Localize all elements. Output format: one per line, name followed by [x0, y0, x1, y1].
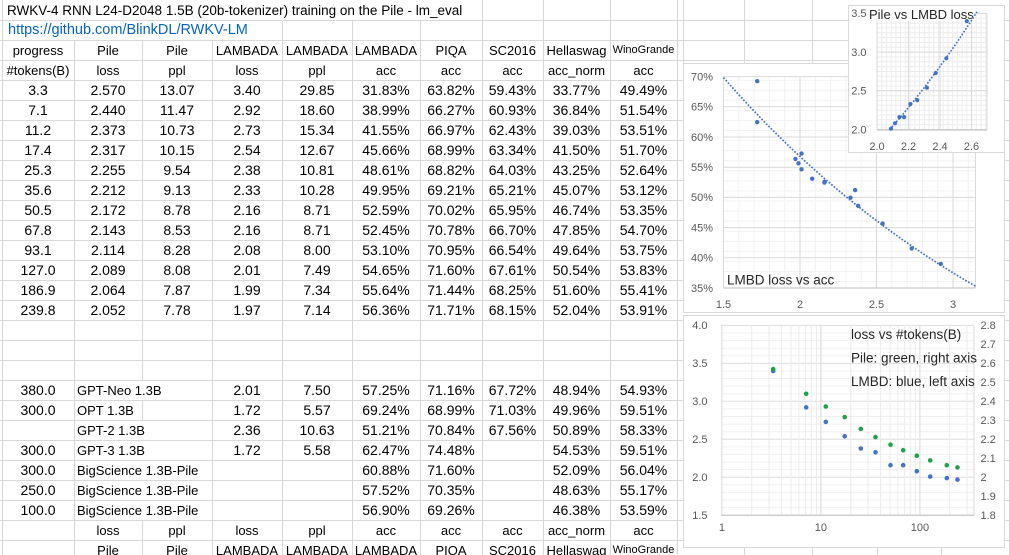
svg-text:2.4: 2.4	[981, 396, 996, 408]
svg-text:3.5: 3.5	[692, 358, 707, 370]
svg-text:3.0: 3.0	[692, 396, 707, 408]
svg-text:1.5: 1.5	[692, 510, 707, 522]
svg-text:10: 10	[815, 522, 827, 534]
svg-text:2.3: 2.3	[981, 415, 996, 427]
svg-text:2.5: 2.5	[981, 377, 996, 389]
svg-text:2.5: 2.5	[851, 86, 866, 98]
svg-text:2.2: 2.2	[981, 434, 996, 446]
svg-text:3.0: 3.0	[851, 47, 866, 59]
svg-text:LMBD loss vs acc: LMBD loss vs acc	[727, 273, 835, 288]
svg-text:1.5: 1.5	[716, 299, 731, 311]
svg-text:60%: 60%	[691, 132, 713, 144]
svg-text:2.0: 2.0	[692, 472, 707, 484]
svg-text:2.6: 2.6	[981, 358, 996, 370]
svg-text:Pile: green, right axis: Pile: green, right axis	[851, 351, 977, 366]
svg-text:45%: 45%	[691, 222, 713, 234]
svg-text:2.8: 2.8	[981, 320, 996, 332]
svg-text:1.9: 1.9	[981, 491, 996, 503]
svg-text:2: 2	[797, 299, 803, 311]
svg-text:2.4: 2.4	[932, 141, 947, 153]
svg-text:100: 100	[911, 522, 929, 534]
svg-text:2.7: 2.7	[981, 339, 996, 351]
svg-text:2.0: 2.0	[869, 141, 884, 153]
svg-text:2.0: 2.0	[851, 124, 866, 136]
svg-text:4.0: 4.0	[692, 320, 707, 332]
svg-text:loss vs #tokens(B): loss vs #tokens(B)	[851, 327, 961, 342]
svg-text:70%: 70%	[691, 71, 713, 83]
svg-text:2.2: 2.2	[901, 141, 916, 153]
svg-text:2.1: 2.1	[981, 453, 996, 465]
svg-text:40%: 40%	[691, 253, 713, 265]
svg-text:55%: 55%	[691, 162, 713, 174]
svg-text:2: 2	[981, 472, 987, 484]
svg-text:Pile vs LMBD loss: Pile vs LMBD loss	[869, 7, 974, 22]
svg-text:35%: 35%	[691, 283, 713, 295]
svg-text:1.8: 1.8	[981, 510, 996, 522]
svg-text:3: 3	[950, 299, 956, 311]
svg-text:3.5: 3.5	[851, 8, 866, 20]
svg-text:2.5: 2.5	[869, 299, 884, 311]
svg-text:50%: 50%	[691, 192, 713, 204]
svg-text:65%: 65%	[691, 102, 713, 114]
svg-text:LMBD: blue, left axis: LMBD: blue, left axis	[851, 374, 975, 389]
svg-text:1: 1	[719, 522, 725, 534]
svg-text:2.6: 2.6	[964, 141, 979, 153]
svg-text:2.5: 2.5	[692, 434, 707, 446]
